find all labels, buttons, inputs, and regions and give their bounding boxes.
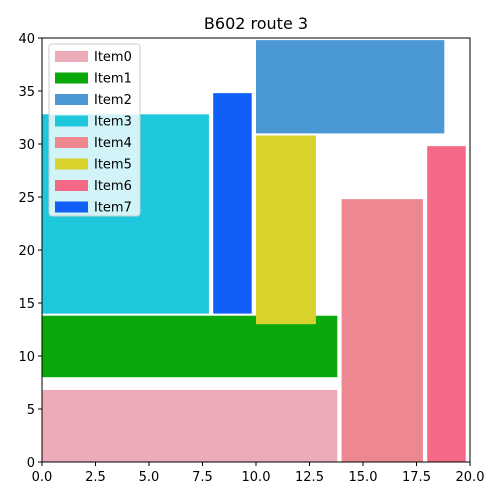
legend-label-item5: Item5 bbox=[94, 158, 132, 173]
legend-label-item0: Item0 bbox=[94, 50, 132, 65]
legend-swatch-item4 bbox=[55, 137, 88, 148]
y-tick-label: 15 bbox=[18, 297, 35, 312]
x-tick-label: 10.0 bbox=[242, 470, 271, 485]
x-tick-label: 2.5 bbox=[85, 470, 106, 485]
rect-item2 bbox=[256, 40, 445, 134]
y-tick-label: 40 bbox=[18, 32, 35, 47]
legend-label-item1: Item1 bbox=[94, 72, 132, 87]
y-tick-label: 25 bbox=[18, 191, 35, 206]
legend-swatch-item5 bbox=[55, 158, 88, 170]
y-tick-label: 20 bbox=[18, 244, 35, 259]
legend-label-item4: Item4 bbox=[94, 136, 132, 151]
legend-label-item7: Item7 bbox=[94, 201, 132, 216]
x-axis: 0.0 2.5 5.0 7.5 10.0 12.5 15.0 17.5 20.0 bbox=[32, 462, 485, 485]
legend-swatch-item7 bbox=[55, 201, 88, 213]
x-tick-label: 20.0 bbox=[456, 470, 485, 485]
x-tick-label: 7.5 bbox=[192, 470, 213, 485]
rect-item5 bbox=[256, 135, 316, 325]
y-axis: 0 5 10 15 20 25 30 35 40 bbox=[18, 32, 42, 471]
rect-item7 bbox=[213, 93, 252, 314]
legend: Item0 Item1 Item2 Item3 Item4 Item5 Item6 Item7 bbox=[48, 43, 141, 217]
legend-swatch-item2 bbox=[55, 94, 88, 105]
legend-label-item6: Item6 bbox=[94, 179, 132, 194]
legend-swatch-item1 bbox=[55, 72, 88, 84]
legend-box bbox=[48, 43, 141, 217]
legend-label-item3: Item3 bbox=[94, 115, 132, 130]
rect-item6 bbox=[427, 146, 466, 462]
x-tick-label: 17.5 bbox=[402, 470, 431, 485]
x-tick-label: 0.0 bbox=[32, 470, 53, 485]
y-tick-label: 5 bbox=[27, 403, 35, 418]
y-tick-label: 35 bbox=[18, 85, 35, 100]
legend-swatch-item3 bbox=[55, 115, 88, 127]
rect-item0 bbox=[42, 389, 338, 462]
y-tick-label: 10 bbox=[18, 350, 35, 365]
legend-label-item2: Item2 bbox=[94, 93, 132, 108]
x-tick-label: 12.5 bbox=[295, 470, 324, 485]
legend-swatch-item0 bbox=[55, 51, 88, 62]
y-tick-label: 0 bbox=[27, 456, 35, 471]
rect-item4 bbox=[341, 199, 423, 462]
x-tick-label: 15.0 bbox=[349, 470, 378, 485]
legend-swatch-item6 bbox=[55, 180, 88, 191]
chart-title: B602 route 3 bbox=[204, 14, 308, 33]
rect-item1 bbox=[42, 315, 338, 378]
x-tick-label: 5.0 bbox=[139, 470, 160, 485]
y-tick-label: 30 bbox=[18, 138, 35, 153]
